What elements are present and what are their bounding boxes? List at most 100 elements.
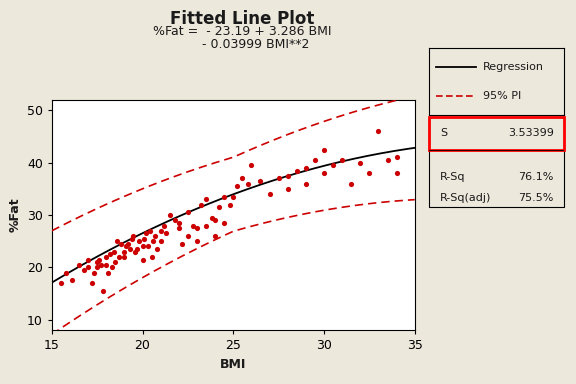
Point <box>80 267 89 273</box>
Point <box>356 160 365 166</box>
Point <box>131 248 140 255</box>
Point <box>147 254 156 260</box>
X-axis label: BMI: BMI <box>220 358 247 371</box>
Point <box>183 233 192 239</box>
Point <box>67 277 77 283</box>
Point <box>214 204 223 210</box>
Point <box>156 228 165 234</box>
Point <box>232 183 241 189</box>
Point <box>112 238 122 244</box>
Text: %Fat =  - 23.19 + 3.286 BMI: %Fat = - 23.19 + 3.286 BMI <box>153 25 331 38</box>
Point <box>347 180 356 187</box>
Bar <box>429 117 564 150</box>
Point <box>160 222 169 228</box>
Text: R-Sq: R-Sq <box>440 172 465 182</box>
Point <box>142 230 151 237</box>
Text: 75.5%: 75.5% <box>518 193 554 204</box>
Text: Regression: Regression <box>483 62 544 72</box>
Point <box>120 254 129 260</box>
Point <box>143 243 153 250</box>
Text: Fitted Line Plot: Fitted Line Plot <box>170 10 314 28</box>
Point <box>283 186 293 192</box>
Point <box>178 241 187 247</box>
Point <box>145 228 154 234</box>
Point <box>189 222 198 228</box>
Point <box>156 238 165 244</box>
Point <box>115 254 124 260</box>
Point <box>301 165 310 171</box>
Point <box>238 175 247 182</box>
Point <box>183 209 192 215</box>
Point <box>98 288 107 294</box>
Point <box>140 235 149 242</box>
Point <box>134 238 143 244</box>
Point <box>107 264 116 270</box>
Text: - 0.03999 BMI**2: - 0.03999 BMI**2 <box>174 38 310 51</box>
Point <box>365 170 374 176</box>
Point <box>102 254 111 260</box>
Text: S: S <box>440 128 447 138</box>
Point <box>202 196 211 202</box>
Point <box>265 191 274 197</box>
Point <box>84 257 93 263</box>
Point <box>256 178 265 184</box>
Point <box>109 248 118 255</box>
Point <box>153 246 162 252</box>
Point <box>93 259 102 265</box>
Point <box>149 238 158 244</box>
Point <box>161 230 170 237</box>
Point <box>301 180 310 187</box>
Point <box>211 233 220 239</box>
Point <box>89 270 98 276</box>
Point <box>62 270 71 276</box>
Point <box>96 262 105 268</box>
Point <box>111 259 120 265</box>
Point <box>170 217 180 223</box>
Point <box>219 220 229 226</box>
Point <box>74 262 84 268</box>
Point <box>338 157 347 163</box>
Point <box>125 246 134 252</box>
Point <box>122 243 131 250</box>
Point <box>207 215 216 221</box>
Point <box>132 246 142 252</box>
Point <box>138 243 147 250</box>
Text: R-Sq(adj): R-Sq(adj) <box>440 193 491 204</box>
Point <box>87 280 96 286</box>
Point <box>138 257 147 263</box>
Point <box>129 233 138 239</box>
Point <box>310 157 320 163</box>
Point <box>274 175 283 182</box>
Point <box>127 235 137 242</box>
Point <box>292 167 301 174</box>
Text: 3.53399: 3.53399 <box>508 128 554 138</box>
Point <box>219 194 229 200</box>
Point <box>383 157 392 163</box>
Point <box>165 212 175 218</box>
Point <box>283 173 293 179</box>
Point <box>229 194 238 200</box>
Point <box>94 257 104 263</box>
Point <box>56 280 66 286</box>
Point <box>104 270 113 276</box>
Point <box>211 217 220 223</box>
Point <box>93 264 102 270</box>
Point <box>84 264 93 270</box>
Point <box>202 222 211 228</box>
Point <box>175 220 184 226</box>
Text: 76.1%: 76.1% <box>518 172 554 182</box>
Point <box>392 154 401 161</box>
Point <box>151 233 160 239</box>
Point <box>320 147 329 153</box>
Point <box>192 238 202 244</box>
Point <box>116 241 126 247</box>
Point <box>392 170 401 176</box>
Point <box>243 180 252 187</box>
Point <box>105 251 115 257</box>
Point <box>123 241 132 247</box>
Point <box>247 162 256 168</box>
Point <box>196 202 205 208</box>
Point <box>175 225 184 231</box>
Text: 95% PI: 95% PI <box>483 91 521 101</box>
Point <box>225 202 234 208</box>
